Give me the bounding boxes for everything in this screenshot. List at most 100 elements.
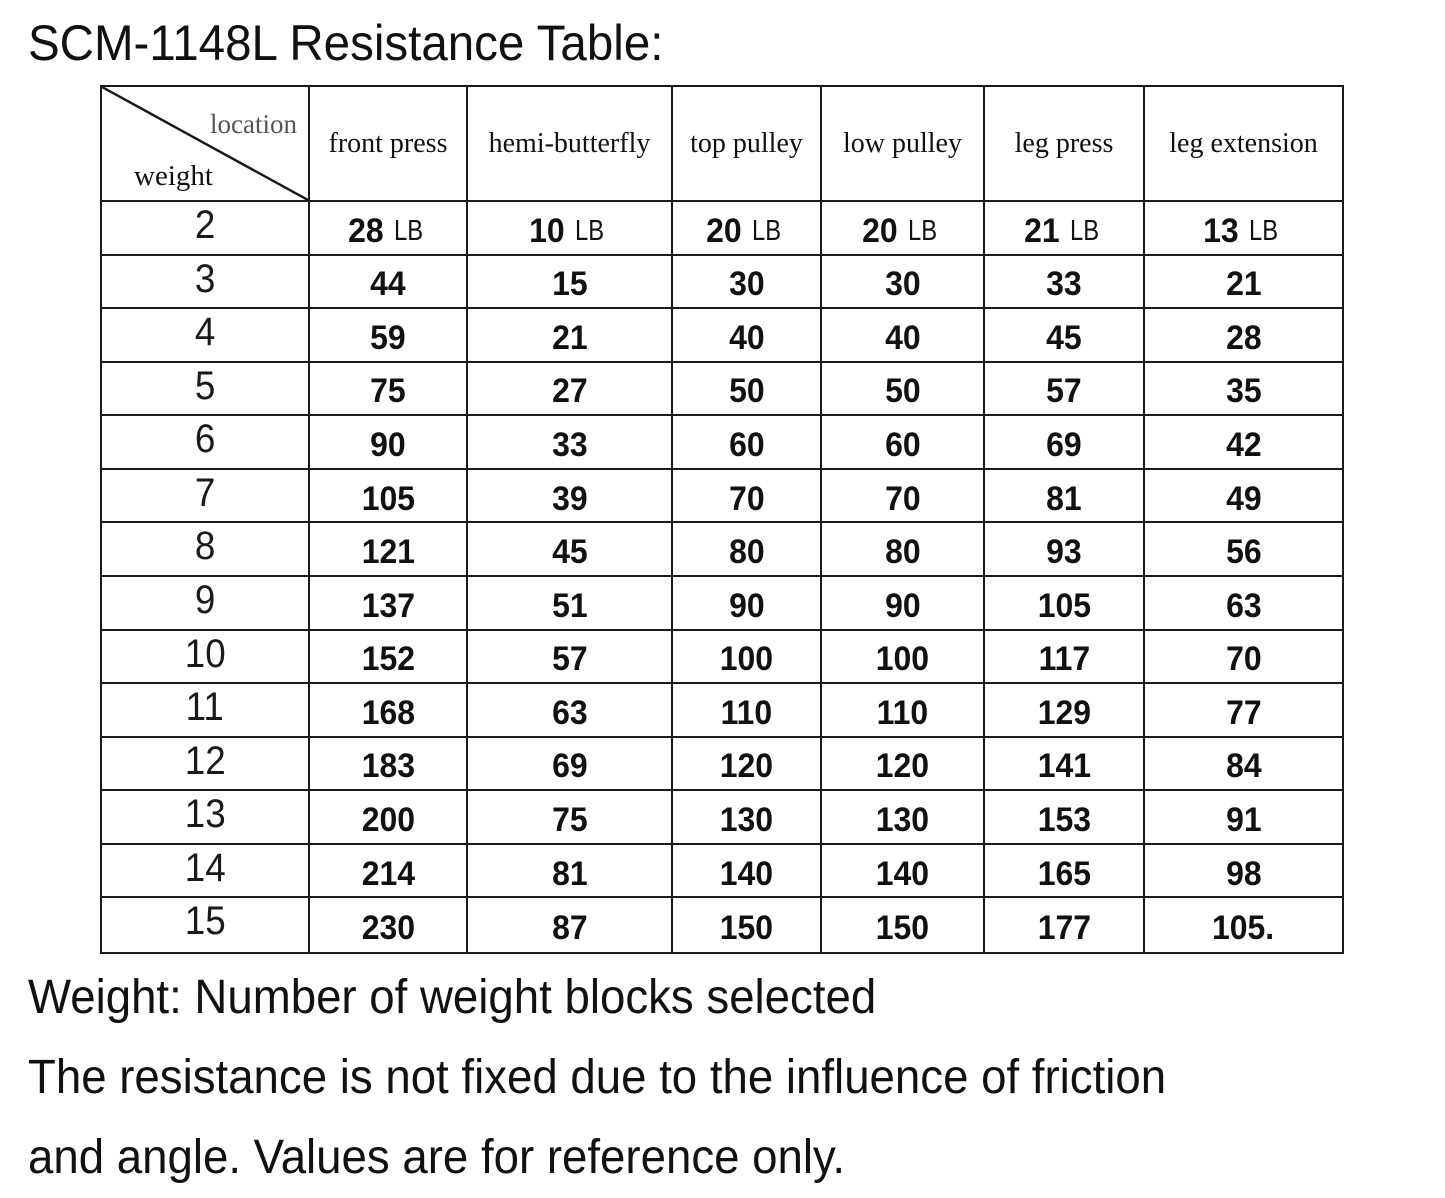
value-cell-leg-press: 93 (985, 523, 1145, 575)
weight-cell: 9 (102, 576, 310, 629)
resistance-value: 40 (728, 318, 765, 357)
resistance-value: 81 (1046, 479, 1082, 518)
value-cell-leg-extension: 49 (1145, 470, 1342, 522)
page-title: SCM-1148L Resistance Table: (28, 15, 664, 71)
value-cell-front-press: 90 (310, 416, 468, 468)
resistance-value: 33 (1046, 265, 1082, 304)
diagonal-line (102, 87, 308, 200)
resistance-value: 30 (884, 265, 921, 304)
value-cell-low-pulley: 50 (822, 362, 985, 415)
weight-value: 15 (184, 899, 226, 944)
resistance-value: 153 (1037, 800, 1091, 839)
value-cell-leg-press: 165 (985, 844, 1145, 897)
weight-value: 7 (194, 470, 216, 515)
resistance-value: 49 (1225, 479, 1262, 518)
value-cell-leg-press: 69 (985, 416, 1145, 468)
resistance-value: 75 (370, 372, 406, 411)
value-cell-leg-extension: 63 (1145, 577, 1342, 629)
weight-value: 5 (194, 363, 216, 408)
table-row-weight-15: 15 230 87 150 150 177 105. (102, 898, 1342, 952)
resistance-value: 90 (370, 426, 406, 465)
weight-cell: 3 (102, 255, 310, 308)
unit-label: LB (752, 214, 782, 247)
corner-weight-label: weight (134, 160, 213, 192)
value-cell-low-pulley: 150 (822, 898, 985, 952)
resistance-value: 84 (1225, 747, 1262, 786)
value-cell-top-pulley: 30 (673, 255, 822, 308)
value-cell-hemi-butterfly: 87 (468, 898, 673, 952)
value-cell-hemi-butterfly: 27 (468, 362, 673, 415)
value-cell-low-pulley: 30 (822, 255, 985, 308)
resistance-value: 27 (551, 372, 588, 411)
resistance-value: 90 (728, 586, 765, 625)
value-cell-leg-extension: 84 (1145, 738, 1342, 790)
value-cell-leg-extension: 28 (1145, 309, 1342, 361)
weight-value: 12 (184, 738, 226, 783)
resistance-value: 20 (862, 211, 899, 250)
value-cell-leg-extension: 98 (1145, 845, 1342, 897)
note-line-2: The resistance is not fixed due to the i… (28, 1051, 1167, 1104)
value-cell-front-press: 183 (310, 737, 468, 790)
weight-cell: 7 (102, 469, 310, 522)
value-cell-hemi-butterfly: 57 (468, 630, 673, 683)
resistance-value: 42 (1225, 426, 1262, 465)
weight-value: 10 (184, 631, 226, 676)
resistance-value: 100 (875, 640, 930, 679)
resistance-value: 50 (884, 372, 921, 411)
resistance-value: 87 (551, 909, 588, 948)
resistance-value: 30 (728, 265, 765, 304)
resistance-value: 80 (728, 533, 765, 572)
value-cell-top-pulley: 20 LB (673, 202, 822, 254)
resistance-value: 15 (551, 265, 588, 304)
weight-value: 9 (194, 577, 216, 622)
resistance-value: 45 (1046, 318, 1082, 357)
value-cell-low-pulley: 70 (822, 469, 985, 522)
value-cell-hemi-butterfly: 45 (468, 523, 673, 575)
resistance-value: 60 (728, 426, 765, 465)
resistance-value: 165 (1037, 854, 1091, 893)
resistance-value: 117 (1038, 640, 1090, 679)
value-cell-hemi-butterfly: 63 (468, 684, 673, 736)
resistance-value: 57 (1046, 372, 1082, 411)
value-cell-leg-press: 153 (985, 791, 1145, 843)
resistance-value: 130 (875, 800, 930, 839)
resistance-value: 33 (551, 426, 588, 465)
value-cell-leg-extension: 91 (1145, 791, 1342, 843)
resistance-value: 56 (1225, 533, 1262, 572)
column-header-hemi-butterfly: hemi-butterfly (468, 87, 673, 200)
weight-cell: 15 (102, 898, 310, 952)
table-row-weight-11: 11 168 63 110 110 129 77 (102, 684, 1342, 738)
resistance-value: 129 (1037, 693, 1091, 732)
table-row-weight-6: 6 90 33 60 60 69 42 (102, 416, 1342, 470)
value-cell-top-pulley: 130 (673, 791, 822, 843)
resistance-value: 152 (361, 640, 415, 679)
value-cell-hemi-butterfly: 81 (468, 844, 673, 897)
resistance-value: 21 (1023, 211, 1060, 250)
resistance-value: 69 (1046, 426, 1082, 465)
value-cell-leg-press: 117 (985, 630, 1145, 683)
value-cell-top-pulley: 150 (673, 898, 822, 952)
resistance-value: 214 (361, 854, 415, 893)
value-cell-front-press: 152 (310, 630, 468, 683)
value-cell-front-press: 137 (310, 576, 468, 629)
resistance-value: 168 (361, 693, 415, 732)
value-cell-leg-extension: 42 (1145, 416, 1342, 468)
value-cell-low-pulley: 20 LB (822, 202, 985, 254)
resistance-value: 93 (1046, 533, 1082, 572)
resistance-value: 10 (529, 211, 566, 250)
value-cell-front-press: 105 (310, 469, 468, 522)
resistance-value: 120 (875, 747, 930, 786)
table-row-weight-12: 12 183 69 120 120 141 84 (102, 737, 1342, 792)
value-cell-leg-extension: 70 (1145, 631, 1342, 683)
resistance-value: 140 (719, 854, 774, 893)
resistance-value: 110 (876, 693, 929, 732)
value-cell-low-pulley: 120 (822, 737, 985, 790)
value-cell-top-pulley: 80 (673, 523, 822, 575)
unit-label: LB (575, 214, 605, 247)
table-row-weight-14: 14 214 81 140 140 165 98 (102, 844, 1342, 899)
weight-cell: 5 (102, 362, 310, 415)
weight-value: 14 (184, 845, 226, 890)
resistance-value: 105 (361, 479, 415, 518)
resistance-value: 141 (1037, 747, 1091, 786)
weight-cell: 14 (102, 844, 310, 897)
